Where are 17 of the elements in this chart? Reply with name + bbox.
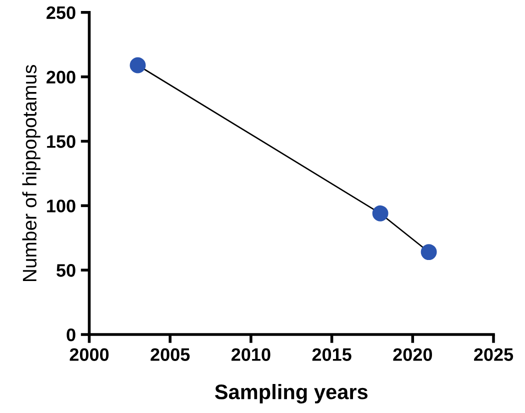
y-tick-label: 150 bbox=[47, 135, 76, 148]
y-tick-label: 100 bbox=[47, 200, 76, 212]
y-tick-label: 0 bbox=[66, 328, 76, 342]
x-tick-label: 2005 bbox=[150, 348, 190, 361]
point bbox=[130, 57, 146, 74]
point bbox=[420, 244, 437, 260]
point bbox=[372, 205, 388, 222]
x-tick-label: 2020 bbox=[393, 348, 432, 361]
y-tick-label: 200 bbox=[46, 70, 76, 84]
y-axis-title: Number of hippopotamus bbox=[22, 64, 40, 282]
x-tick-label: 2010 bbox=[231, 348, 270, 361]
x-tick-label: 2025 bbox=[474, 348, 514, 361]
x-axis-title: Sampling years bbox=[214, 384, 368, 404]
x-tick-label: 2000 bbox=[70, 348, 109, 361]
x-tick-label: 2015 bbox=[312, 348, 352, 361]
y-tick-label: 250 bbox=[46, 6, 76, 20]
y-tick-label: 50 bbox=[56, 264, 76, 277]
